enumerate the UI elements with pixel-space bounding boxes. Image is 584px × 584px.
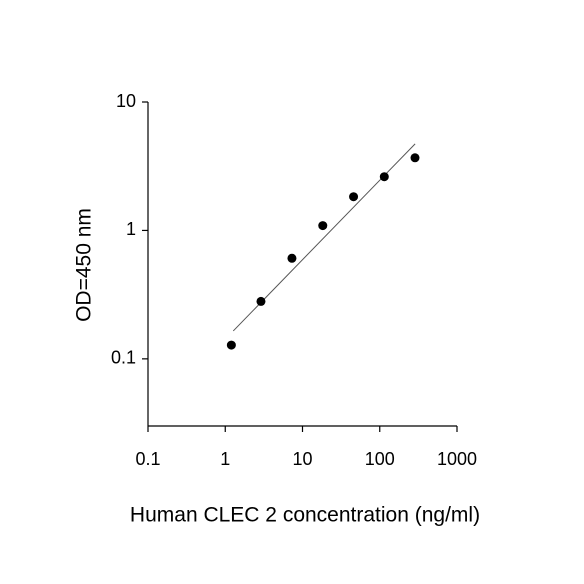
x-tick-label: 100	[365, 449, 395, 469]
data-point	[410, 153, 420, 163]
x-axis-label: Human CLEC 2 concentration (ng/ml)	[130, 504, 480, 527]
data-point	[256, 296, 266, 306]
x-tick-label: 1000	[437, 449, 477, 469]
y-axis-label: OD=450 nm	[73, 208, 96, 322]
x-tick-label: 10	[292, 449, 312, 469]
data-point	[318, 221, 328, 231]
y-tick-label: 0.1	[111, 348, 136, 368]
data-point	[379, 172, 389, 182]
x-tick-label: 0.1	[135, 449, 160, 469]
y-tick-label: 1	[126, 219, 136, 239]
x-tick-label: 1	[220, 449, 230, 469]
data-point	[349, 192, 359, 202]
y-tick-label: 10	[116, 91, 136, 111]
data-point	[226, 340, 236, 350]
data-point	[287, 253, 297, 263]
